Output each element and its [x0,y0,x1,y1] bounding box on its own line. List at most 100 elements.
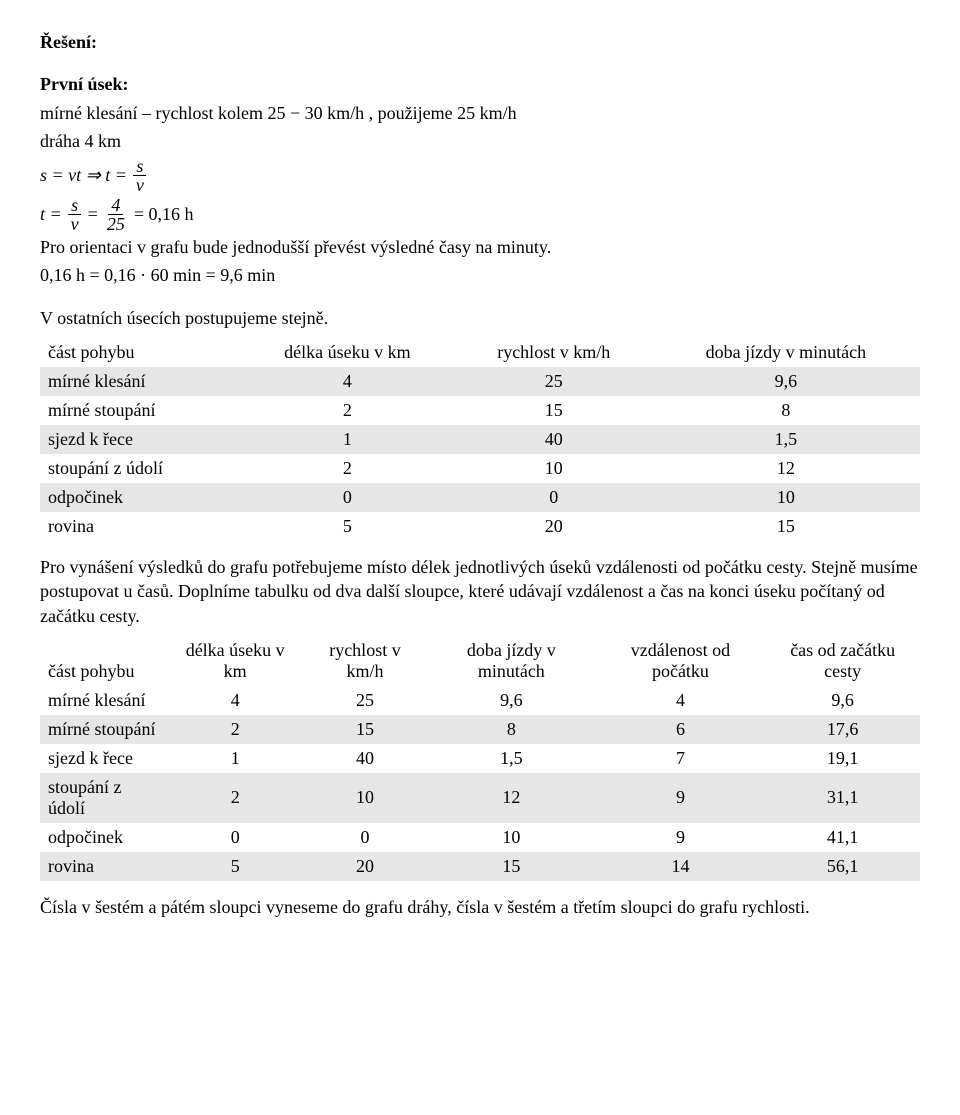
table-cell: 15 [427,852,595,881]
eq1-den: v [133,176,147,194]
table-row: sjezd k řece1401,5 [40,425,920,454]
eq2-pre: t = [40,204,62,225]
eq2-frac1: s v [68,196,82,233]
line-draha: dráha 4 km [40,129,920,153]
t2-h2: rychlost v km/h [303,636,427,686]
equation-3: 0,16 h = 0,16 · 60 min = 9,6 min [40,263,920,287]
table-cell: 9,6 [427,686,595,715]
table-cell: sjezd k řece [40,425,239,454]
table-cell: 6 [596,715,766,744]
table-cell: 10 [652,483,920,512]
table-cell: 25 [456,367,652,396]
table-cell: 4 [168,686,303,715]
eq2-f1d: v [68,215,82,233]
t2-h5: čas od začátku cesty [765,636,920,686]
table-cell: 0 [456,483,652,512]
table-cell: 1,5 [427,744,595,773]
t2-h4: vzdálenost od počátku [596,636,766,686]
t1-h1: délka úseku v km [239,338,456,367]
table-cell: 2 [239,396,456,425]
table-cell: 2 [168,773,303,823]
table-cell: 1 [239,425,456,454]
table-cell: 7 [596,744,766,773]
table-1-header-row: část pohybu délka úseku v km rychlost v … [40,338,920,367]
table-row: sjezd k řece1401,5719,1 [40,744,920,773]
table-cell: 10 [456,454,652,483]
table-cell: mírné stoupání [40,396,239,425]
table-cell: 15 [652,512,920,541]
table-cell: 10 [303,773,427,823]
t2-h0: část pohybu [40,636,168,686]
table-row: odpočinek0010941,1 [40,823,920,852]
paragraph-1: Pro vynášení výsledků do grafu potřebuje… [40,555,920,628]
table-cell: 8 [427,715,595,744]
table-row: stoupání z údolí21012931,1 [40,773,920,823]
eq2-f1n: s [68,196,81,215]
table-cell: 4 [239,367,456,396]
table-cell: 5 [168,852,303,881]
table-cell: 41,1 [765,823,920,852]
table-cell: 20 [456,512,652,541]
table-cell: mírné klesání [40,367,239,396]
table-cell: 9,6 [765,686,920,715]
t1-h3: doba jízdy v minutách [652,338,920,367]
table-2: část pohybu délka úseku v km rychlost v … [40,636,920,881]
table-cell: 17,6 [765,715,920,744]
table-cell: 0 [168,823,303,852]
table-row: rovina520151456,1 [40,852,920,881]
table-cell: mírné klesání [40,686,168,715]
t1-h0: část pohybu [40,338,239,367]
table-cell: 9 [596,823,766,852]
paragraph-2: Čísla v šestém a pátém sloupci vyneseme … [40,895,920,919]
table-cell: 12 [427,773,595,823]
table-cell: 0 [239,483,456,512]
table-cell: 10 [427,823,595,852]
table-1: část pohybu délka úseku v km rychlost v … [40,338,920,541]
table-cell: stoupání z údolí [40,773,168,823]
table-cell: mírné stoupání [40,715,168,744]
t1-h2: rychlost v km/h [456,338,652,367]
table-row: mírné klesání4259,649,6 [40,686,920,715]
eq2-frac2: 4 25 [104,196,128,233]
line-ostatni: V ostatních úsecích postupujeme stejně. [40,306,920,330]
table-row: mírné klesání4259,6 [40,367,920,396]
eq2-post: = 0,16 h [134,204,194,225]
table-cell: stoupání z údolí [40,454,239,483]
eq1-frac: s v [133,157,147,194]
eq1-num: s [133,157,146,176]
table-cell: 40 [303,744,427,773]
table-cell: 2 [168,715,303,744]
t2-h3: doba jízdy v minutách [427,636,595,686]
table-cell: 9,6 [652,367,920,396]
line-orientaci: Pro orientaci v grafu bude jednodušší př… [40,235,920,259]
heading-reseni: Řešení: [40,30,920,54]
equation-2: t = s v = 4 25 = 0,16 h [40,196,920,233]
table-cell: 1 [168,744,303,773]
heading-prvni-usek: První úsek: [40,72,920,96]
table-cell: 40 [456,425,652,454]
table-2-header-row: část pohybu délka úseku v km rychlost v … [40,636,920,686]
table-cell: odpočinek [40,483,239,512]
table-cell: 1,5 [652,425,920,454]
table-row: mírné stoupání2158617,6 [40,715,920,744]
table-cell: 19,1 [765,744,920,773]
table-cell: 25 [303,686,427,715]
table-cell: 31,1 [765,773,920,823]
eq2-f2n: 4 [108,196,123,215]
table-cell: odpočinek [40,823,168,852]
table-cell: 15 [303,715,427,744]
table-cell: rovina [40,512,239,541]
equation-1: s = vt ⇒ t = s v [40,157,920,194]
line-mirne-klesani: mírné klesání – rychlost kolem 25 − 30 k… [40,101,920,125]
table-cell: 9 [596,773,766,823]
eq2-f2d: 25 [104,215,128,233]
table-cell: 12 [652,454,920,483]
table-cell: 8 [652,396,920,425]
table-row: rovina52015 [40,512,920,541]
table-cell: 4 [596,686,766,715]
eq2-mid: = [88,204,98,225]
table-row: odpočinek0010 [40,483,920,512]
table-cell: 56,1 [765,852,920,881]
table-cell: sjezd k řece [40,744,168,773]
table-cell: 5 [239,512,456,541]
